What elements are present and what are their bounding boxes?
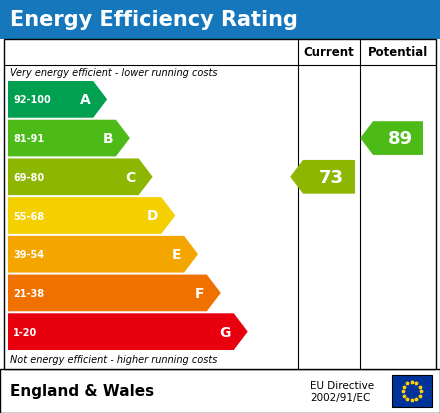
Text: E: E bbox=[172, 248, 181, 261]
Polygon shape bbox=[290, 161, 355, 194]
Text: 92-100: 92-100 bbox=[13, 95, 51, 105]
Text: England & Wales: England & Wales bbox=[10, 384, 154, 399]
Text: G: G bbox=[220, 325, 231, 339]
Text: D: D bbox=[147, 209, 158, 223]
Text: 73: 73 bbox=[319, 169, 344, 186]
Text: 1-20: 1-20 bbox=[13, 327, 37, 337]
Text: B: B bbox=[102, 132, 113, 146]
Text: 39-54: 39-54 bbox=[13, 249, 44, 260]
Polygon shape bbox=[8, 198, 175, 234]
Bar bbox=[4, 40, 436, 369]
Text: 89: 89 bbox=[388, 130, 413, 148]
Text: Energy Efficiency Rating: Energy Efficiency Rating bbox=[10, 10, 298, 30]
Polygon shape bbox=[8, 313, 248, 350]
Text: 55-68: 55-68 bbox=[13, 211, 44, 221]
Text: A: A bbox=[80, 93, 90, 107]
Bar bbox=[0, 0, 440, 40]
Text: F: F bbox=[194, 286, 204, 300]
Text: 21-38: 21-38 bbox=[13, 288, 44, 298]
Text: Current: Current bbox=[304, 46, 354, 59]
Text: C: C bbox=[125, 171, 136, 184]
Polygon shape bbox=[8, 121, 130, 157]
Text: 69-80: 69-80 bbox=[13, 172, 44, 183]
Text: 81-91: 81-91 bbox=[13, 134, 44, 144]
Text: Potential: Potential bbox=[368, 46, 428, 59]
Text: EU Directive
2002/91/EC: EU Directive 2002/91/EC bbox=[310, 380, 374, 402]
Polygon shape bbox=[8, 159, 153, 196]
Bar bbox=[392, 375, 432, 407]
Bar bbox=[0, 369, 440, 413]
Text: Not energy efficient - higher running costs: Not energy efficient - higher running co… bbox=[10, 354, 217, 364]
Polygon shape bbox=[8, 82, 107, 119]
Polygon shape bbox=[8, 275, 221, 311]
Text: Very energy efficient - lower running costs: Very energy efficient - lower running co… bbox=[10, 68, 217, 78]
Polygon shape bbox=[8, 236, 198, 273]
Polygon shape bbox=[360, 122, 423, 156]
